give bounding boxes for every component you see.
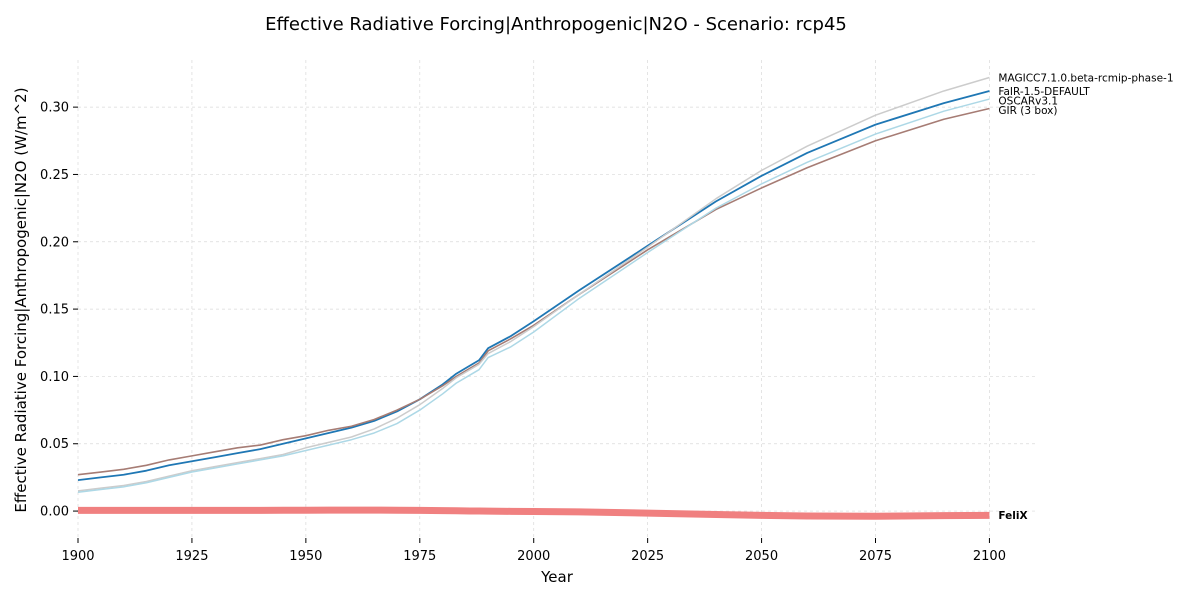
series-line-oscarv3-1 [77, 98, 990, 493]
series-label: FeliX [998, 510, 1027, 522]
x-tick-label: 1925 [175, 549, 208, 564]
x-axis-label: Year [540, 568, 574, 586]
y-tick-label: 0.00 [40, 505, 69, 520]
y-tick-label: 0.15 [40, 303, 69, 318]
series-label-layer: MAGICC7.1.0.beta-rcmip-phase-1 FaIR-1.5-D… [998, 72, 1173, 522]
chart-title: Effective Radiative Forcing|Anthropogeni… [265, 14, 847, 35]
y-tick-label: 0.30 [40, 101, 69, 116]
x-tick-label: 2000 [517, 549, 550, 564]
series-label: OSCARv3.1 [998, 95, 1058, 107]
x-tick-label: 1950 [289, 549, 322, 564]
x-tick-label: 2025 [631, 549, 664, 564]
x-tick-label: 1900 [61, 549, 94, 564]
x-tick-label: 1975 [403, 549, 436, 564]
y-axis-label: Effective Radiative Forcing|Anthropogeni… [12, 87, 30, 512]
series-label: FaIR-1.5-DEFAULT [998, 86, 1090, 98]
y-tick-label: 0.25 [40, 168, 69, 183]
x-tick-label: 2075 [859, 549, 892, 564]
x-tick-label: 2050 [745, 549, 778, 564]
series-layer [77, 76, 990, 520]
series-label: GIR (3 box) [998, 105, 1057, 117]
series-label: MAGICC7.1.0.beta-rcmip-phase-1 [998, 72, 1173, 84]
grid-layer [77, 60, 1035, 538]
series-line-gir-3-box [77, 107, 990, 476]
series-line-felix [78, 506, 990, 520]
x-tick-label: 2100 [973, 549, 1006, 564]
y-tick-label: 0.20 [40, 235, 69, 250]
y-tick-label: 0.10 [40, 370, 69, 385]
y-tick-label: 0.05 [40, 437, 69, 452]
tick-layer: 1900 1925 1950 1975 2000 2025 2050 2075 2100 0.00… [40, 101, 1006, 564]
series-line-magicc7-1-0-beta-rcmip-phase-1 [77, 76, 990, 492]
